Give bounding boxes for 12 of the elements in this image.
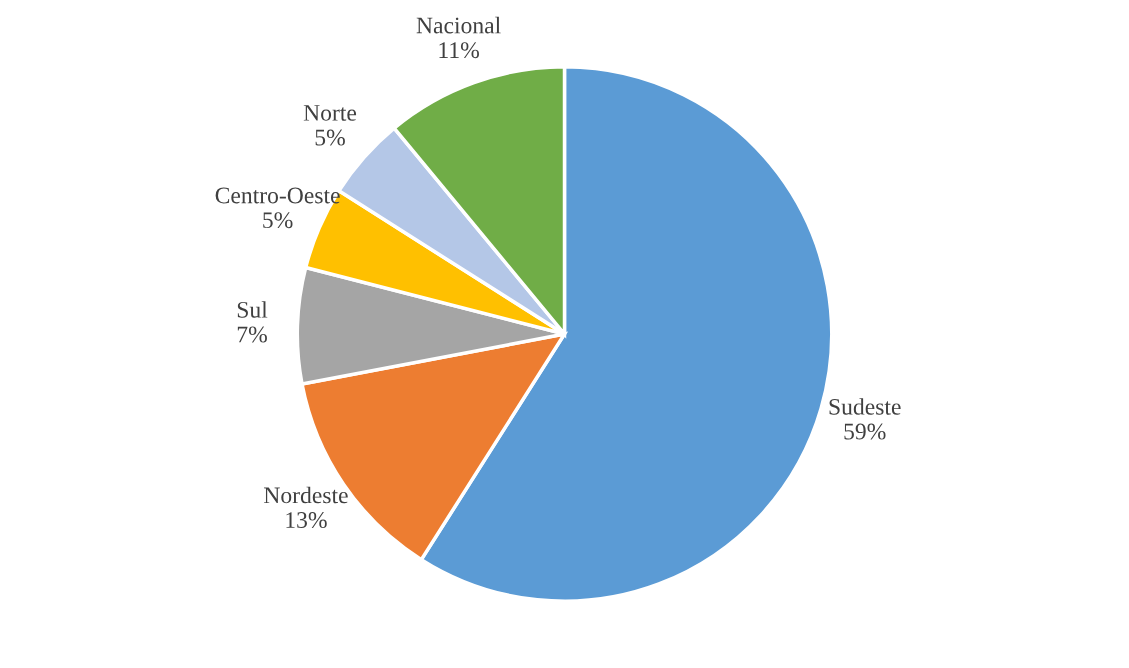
slice-label: Norte (303, 105, 357, 121)
slice-label: Nacional (416, 16, 501, 34)
slice-label: Nordeste (264, 486, 348, 504)
slice-label: Sul (237, 301, 268, 318)
data-label: 5% (263, 212, 293, 229)
slice-label: Sudeste (829, 398, 901, 415)
data-label: 5% (315, 129, 345, 146)
slice-label: Centro-Oeste (215, 187, 340, 204)
data-label: 11% (439, 42, 479, 59)
data-label: 59% (844, 423, 886, 440)
data-label: 13% (286, 512, 327, 529)
data-label: 7% (237, 326, 267, 343)
